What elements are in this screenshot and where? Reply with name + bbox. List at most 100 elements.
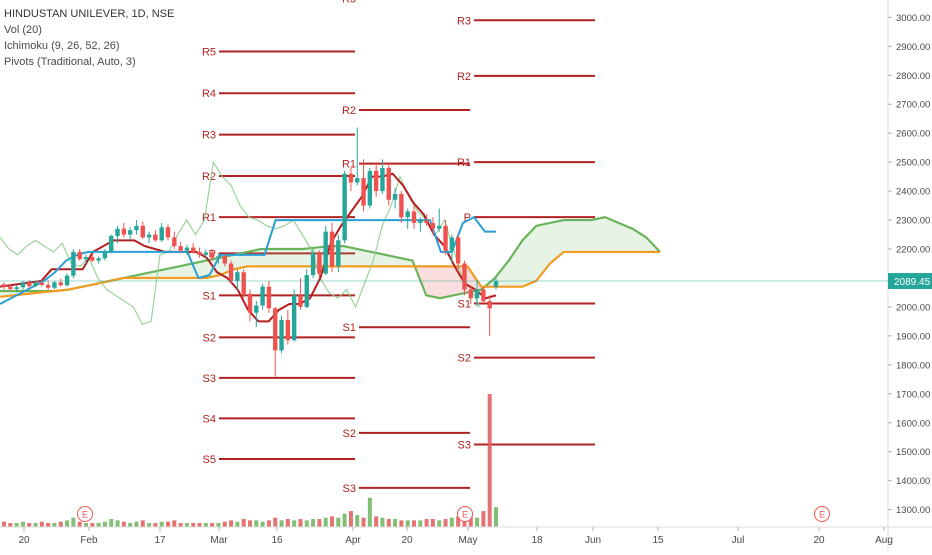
candle-body [455,237,461,264]
candle-body [405,211,410,218]
candle-body [462,263,467,290]
y-tick-label: 1700.00 [896,389,930,400]
pivot-label: S3 [203,373,216,385]
candle-body [317,253,322,274]
volume-bar [178,523,183,527]
volume-bar [166,521,170,527]
volume-bar [216,523,221,527]
candle-body [329,231,335,267]
cloud-segment [261,249,275,267]
x-tick-label: Mar [210,535,228,546]
candle-body [153,234,158,241]
candle-body [298,295,303,307]
pivot-label: R2 [202,171,216,183]
y-tick-label: 1400.00 [896,476,930,487]
y-tick-label: 1900.00 [896,331,930,342]
pivot-label: S2 [343,428,356,440]
volume-bar [367,497,372,527]
candle-body [380,167,385,192]
volume-bar [58,521,63,527]
pivot-label: R1 [457,157,471,169]
volume-bar [323,517,328,527]
candle-body [487,301,492,309]
volume-bar [115,520,120,527]
volume-bars [2,394,498,527]
cloud-segment [618,222,633,252]
candle-body [83,257,89,260]
cloud-segment [178,263,193,278]
candle-body [127,230,133,235]
volume-bar [342,513,347,527]
pivot-label: S4 [203,413,216,425]
pivot-label: P [464,212,471,224]
volume-bar [412,520,416,527]
candle-body [45,284,51,288]
y-tick-label: 1500.00 [896,447,930,458]
volume-bar [84,523,88,527]
volume-bar [424,519,429,527]
legend-title[interactable]: HINDUSTAN UNILEVER, 1D, NSE [4,8,175,20]
candle-body [102,251,108,259]
volume-bar [241,519,246,527]
candle-body [241,272,246,294]
volume-bar [494,507,498,527]
pivot-label: R3 [342,0,356,6]
volume-bar [361,517,366,527]
candle-body [260,286,265,306]
candle-body [392,194,398,200]
volume-bar [317,519,322,527]
pivot-label: S3 [458,439,471,451]
volume-bar [109,519,114,527]
pivot-label: S1 [203,290,216,302]
volume-bar [71,517,76,527]
earnings-marker [457,506,473,522]
pivot-label: S2 [458,353,471,365]
x-tick-label: 20 [401,535,413,546]
volume-bar [348,511,353,527]
cloud-segment [550,220,564,264]
pivot-label: S1 [458,298,471,310]
legend-volume[interactable]: Vol (20) [4,24,42,36]
candle-body [27,282,32,287]
candle-body [437,225,442,229]
candle-body [109,235,114,252]
volume-bar [153,523,158,527]
x-tick-label: 18 [531,535,543,546]
candle-body [184,247,190,251]
candle-body [443,225,448,251]
volume-bar [481,511,486,527]
cloud-segment [357,249,372,267]
volume-bar [449,517,454,527]
legend-pivots[interactable]: Pivots (Traditional, Auto, 3) [4,56,136,68]
candle-body [254,305,259,313]
volume-bar [65,520,70,527]
candle-body [159,227,164,241]
candle-body [323,231,328,274]
candle-body [424,220,429,223]
last-price-badge [888,273,932,290]
candle-body [291,295,297,341]
candle-body [373,170,379,192]
cloud-segment [426,266,440,299]
volume-bar [140,520,145,527]
volume-bar [20,521,25,527]
candle-body [216,256,221,258]
candle-body [96,258,101,261]
candle-body [399,194,404,218]
volume-bar [336,517,341,527]
last-price-label: 2089.45 [894,277,931,288]
volume-bar [437,520,442,527]
pivot-label: R2 [457,71,471,83]
volume-bar [8,523,13,527]
cloud-segment [440,266,454,299]
volume-bar [298,519,303,527]
x-tick-label: Apr [345,535,361,546]
y-tick-label: 1800.00 [896,360,930,371]
legend-ichimoku[interactable]: Ichimoku (9, 26, 52, 26) [4,40,120,52]
volume-bar [443,519,448,527]
cloud-segment [398,257,413,267]
cloud-segment [343,246,358,267]
